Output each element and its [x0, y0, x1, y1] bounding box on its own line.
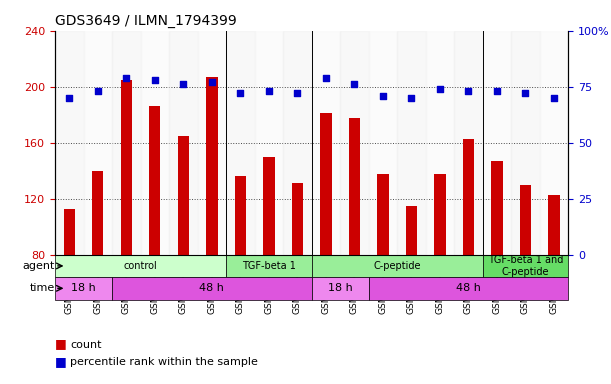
Bar	[463, 139, 474, 255]
Point	[93, 88, 103, 94]
Text: C-peptide: C-peptide	[373, 261, 421, 271]
Text: 18 h: 18 h	[71, 283, 96, 293]
Point	[150, 77, 159, 83]
Text: 48 h: 48 h	[456, 283, 481, 293]
Bar	[84, 31, 112, 255]
Bar	[283, 31, 312, 255]
Text: TGF-beta 1: TGF-beta 1	[242, 261, 296, 271]
Text: time: time	[30, 283, 55, 293]
Point	[349, 81, 359, 88]
Text: 18 h: 18 h	[327, 283, 353, 293]
Bar	[511, 31, 540, 255]
Bar	[340, 31, 368, 255]
Text: control: control	[123, 261, 158, 271]
Bar	[406, 206, 417, 255]
Bar	[454, 31, 483, 255]
FancyBboxPatch shape	[55, 277, 112, 300]
Text: percentile rank within the sample: percentile rank within the sample	[70, 357, 258, 367]
Bar	[169, 31, 197, 255]
Text: agent: agent	[23, 261, 55, 271]
Bar	[291, 183, 303, 255]
FancyBboxPatch shape	[368, 277, 568, 300]
Point	[321, 74, 331, 81]
Point	[378, 93, 388, 99]
Bar	[255, 31, 283, 255]
Text: 48 h: 48 h	[199, 283, 224, 293]
FancyBboxPatch shape	[55, 255, 226, 277]
Bar	[263, 157, 274, 255]
Point	[235, 90, 245, 96]
Point	[293, 90, 302, 96]
Point	[406, 95, 416, 101]
Bar	[320, 113, 332, 255]
Point	[464, 88, 474, 94]
Text: count: count	[70, 339, 102, 349]
Point	[435, 86, 445, 92]
Bar	[397, 31, 426, 255]
FancyBboxPatch shape	[483, 255, 568, 277]
Bar	[520, 185, 531, 255]
Bar	[112, 31, 141, 255]
Point	[122, 74, 131, 81]
Text: ■: ■	[55, 355, 67, 368]
Bar	[434, 174, 445, 255]
FancyBboxPatch shape	[312, 277, 368, 300]
Bar	[92, 171, 103, 255]
Point	[178, 81, 188, 88]
Bar	[312, 31, 340, 255]
Bar	[64, 209, 75, 255]
Point	[64, 95, 74, 101]
Bar	[349, 118, 360, 255]
Text: GDS3649 / ILMN_1794399: GDS3649 / ILMN_1794399	[55, 14, 236, 28]
Text: TGF-beta 1 and
C-peptide: TGF-beta 1 and C-peptide	[488, 255, 563, 277]
Bar	[235, 176, 246, 255]
Bar	[548, 195, 560, 255]
Bar	[141, 31, 169, 255]
FancyBboxPatch shape	[112, 277, 312, 300]
Bar	[540, 31, 568, 255]
Bar	[226, 31, 255, 255]
Bar	[178, 136, 189, 255]
Bar	[206, 77, 218, 255]
Bar	[491, 161, 503, 255]
Bar	[149, 106, 161, 255]
FancyBboxPatch shape	[226, 255, 312, 277]
Bar	[120, 80, 132, 255]
Point	[492, 88, 502, 94]
FancyBboxPatch shape	[312, 255, 483, 277]
Bar	[197, 31, 226, 255]
Point	[207, 79, 217, 85]
Bar	[483, 31, 511, 255]
Point	[264, 88, 274, 94]
Point	[549, 95, 559, 101]
Bar	[368, 31, 397, 255]
Text: ■: ■	[55, 338, 67, 351]
Bar	[426, 31, 454, 255]
Bar	[55, 31, 84, 255]
Bar	[377, 174, 389, 255]
Point	[521, 90, 530, 96]
